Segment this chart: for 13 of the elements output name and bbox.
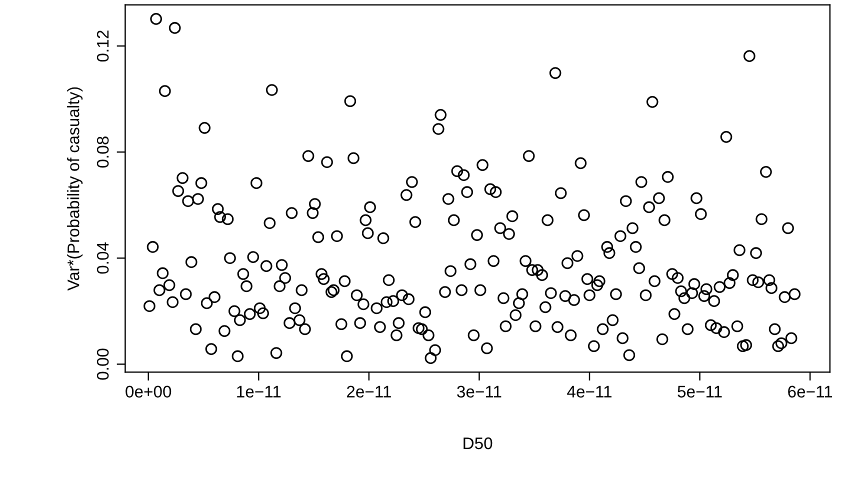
x-tick-label: 4e−11 — [567, 386, 612, 398]
x-axis-title: D50 — [464, 437, 492, 450]
x-tick-label: 1e−11 — [237, 386, 281, 398]
y-tick-label: 0.04 — [96, 242, 109, 274]
x-tick-label: 2e−11 — [346, 386, 391, 398]
x-tick-label: 5e−11 — [678, 386, 722, 398]
y-tick-label: 0.00 — [96, 348, 109, 380]
y-axis-title: Var*(Probability of casualty) — [67, 87, 83, 291]
x-tick-label: 3e−11 — [457, 386, 502, 398]
x-tick-label: 0e+00 — [126, 386, 172, 398]
y-tick-label: 0.12 — [96, 30, 109, 62]
x-tick-label: 6e−11 — [788, 386, 832, 398]
y-tick-label: 0.08 — [96, 136, 109, 168]
